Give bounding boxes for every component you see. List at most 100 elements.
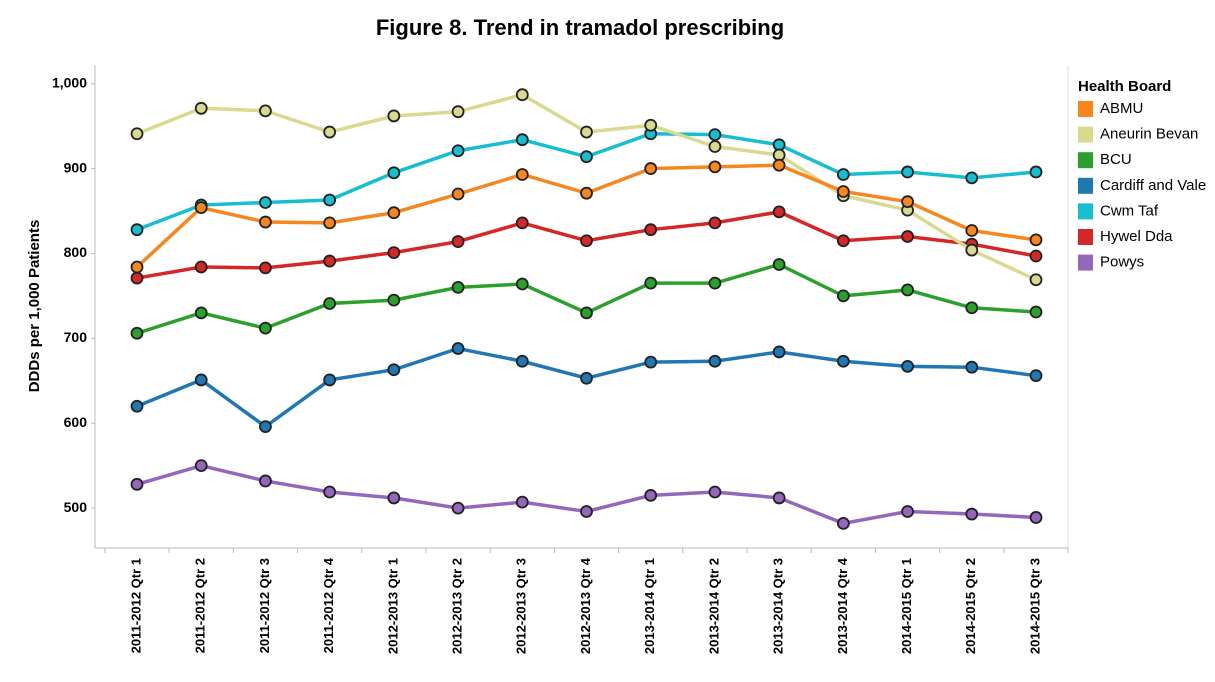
point bbox=[259, 196, 272, 209]
series-line bbox=[136, 346, 1037, 429]
x-tick-label: 2011-2012 Qtr 1 bbox=[128, 558, 143, 653]
point bbox=[130, 127, 144, 141]
legend-swatch bbox=[1078, 229, 1093, 245]
y-tick-label: 700 bbox=[64, 329, 88, 345]
point bbox=[130, 260, 144, 274]
point bbox=[323, 373, 337, 387]
point bbox=[1029, 165, 1043, 179]
point bbox=[580, 150, 593, 164]
point bbox=[259, 104, 272, 118]
legend-swatch bbox=[1078, 126, 1093, 143]
point bbox=[644, 118, 658, 132]
point bbox=[1029, 305, 1043, 319]
point bbox=[515, 277, 529, 291]
point bbox=[708, 354, 722, 368]
point bbox=[515, 168, 529, 181]
legend-label: Cwm Taf bbox=[1100, 202, 1159, 219]
point bbox=[580, 306, 593, 320]
point bbox=[1029, 273, 1043, 287]
x-tick-label: 2013-2014 Qtr 1 bbox=[642, 558, 657, 654]
point bbox=[580, 234, 593, 248]
point bbox=[644, 276, 658, 290]
point bbox=[1029, 233, 1043, 247]
point bbox=[901, 359, 914, 373]
point bbox=[515, 88, 529, 102]
point bbox=[515, 354, 529, 368]
legend-swatch bbox=[1078, 101, 1093, 117]
point bbox=[965, 507, 979, 521]
point bbox=[772, 205, 786, 219]
point bbox=[901, 230, 914, 243]
point bbox=[387, 293, 401, 307]
point bbox=[708, 485, 722, 499]
point bbox=[323, 254, 337, 268]
point bbox=[323, 125, 337, 139]
point bbox=[644, 223, 658, 237]
point bbox=[965, 301, 979, 315]
x-tick-label: 2013-2014 Qtr 2 bbox=[706, 558, 721, 654]
point bbox=[451, 235, 465, 248]
point bbox=[836, 289, 850, 303]
point bbox=[194, 260, 208, 274]
point bbox=[194, 306, 208, 320]
point bbox=[130, 399, 144, 413]
x-tick-label: 2013-2014 Qtr 4 bbox=[835, 557, 850, 654]
point bbox=[708, 276, 722, 290]
point bbox=[130, 223, 144, 237]
legend-swatch bbox=[1078, 152, 1093, 169]
point bbox=[130, 326, 144, 340]
point bbox=[194, 201, 208, 215]
point bbox=[130, 271, 144, 285]
point bbox=[451, 342, 465, 355]
y-tick-label: 1,000 bbox=[52, 74, 87, 90]
y-tick-label: 900 bbox=[64, 159, 88, 175]
point bbox=[836, 168, 850, 181]
point bbox=[451, 281, 465, 294]
point bbox=[259, 261, 272, 275]
point bbox=[644, 488, 658, 502]
point bbox=[1029, 369, 1043, 383]
point bbox=[387, 206, 401, 220]
point bbox=[515, 495, 529, 509]
point bbox=[1029, 249, 1043, 263]
point bbox=[708, 216, 722, 230]
x-tick-label: 2011-2012 Qtr 2 bbox=[193, 558, 208, 653]
point bbox=[580, 371, 593, 385]
point bbox=[580, 125, 593, 139]
legend-label: Powys bbox=[1100, 254, 1144, 271]
x-tick-label: 2012-2013 Qtr 3 bbox=[514, 558, 529, 654]
point bbox=[259, 321, 272, 335]
point bbox=[965, 224, 979, 237]
point bbox=[323, 297, 337, 310]
point bbox=[194, 101, 208, 115]
point bbox=[1029, 511, 1043, 524]
x-tick-label: 2012-2013 Qtr 1 bbox=[385, 558, 400, 654]
point bbox=[451, 501, 465, 515]
point bbox=[901, 165, 914, 179]
point bbox=[708, 140, 722, 153]
point bbox=[644, 355, 658, 369]
point bbox=[259, 420, 272, 434]
series-line bbox=[135, 163, 1037, 269]
point bbox=[901, 505, 914, 518]
point bbox=[130, 477, 144, 491]
point bbox=[965, 360, 979, 374]
x-tick-label: 2013-2014 Qtr 3 bbox=[771, 558, 786, 654]
point bbox=[580, 505, 593, 518]
legend-swatch bbox=[1078, 177, 1093, 194]
point bbox=[772, 158, 786, 172]
legend-label: Cardiff and Vale bbox=[1100, 177, 1206, 194]
x-tick-label: 2012-2013 Qtr 2 bbox=[450, 558, 465, 654]
point bbox=[387, 363, 401, 377]
point bbox=[965, 171, 979, 185]
point bbox=[387, 246, 401, 259]
point bbox=[323, 193, 337, 207]
legend-swatch bbox=[1078, 254, 1093, 271]
legend-label: Aneurin Bevan bbox=[1100, 126, 1198, 143]
point bbox=[644, 162, 658, 175]
point bbox=[451, 187, 465, 201]
y-axis-label: DDDs per 1,000 Patients bbox=[26, 220, 43, 393]
series-line bbox=[136, 262, 1037, 335]
x-tick-label: 2014-2015 Qtr 2 bbox=[963, 558, 978, 654]
